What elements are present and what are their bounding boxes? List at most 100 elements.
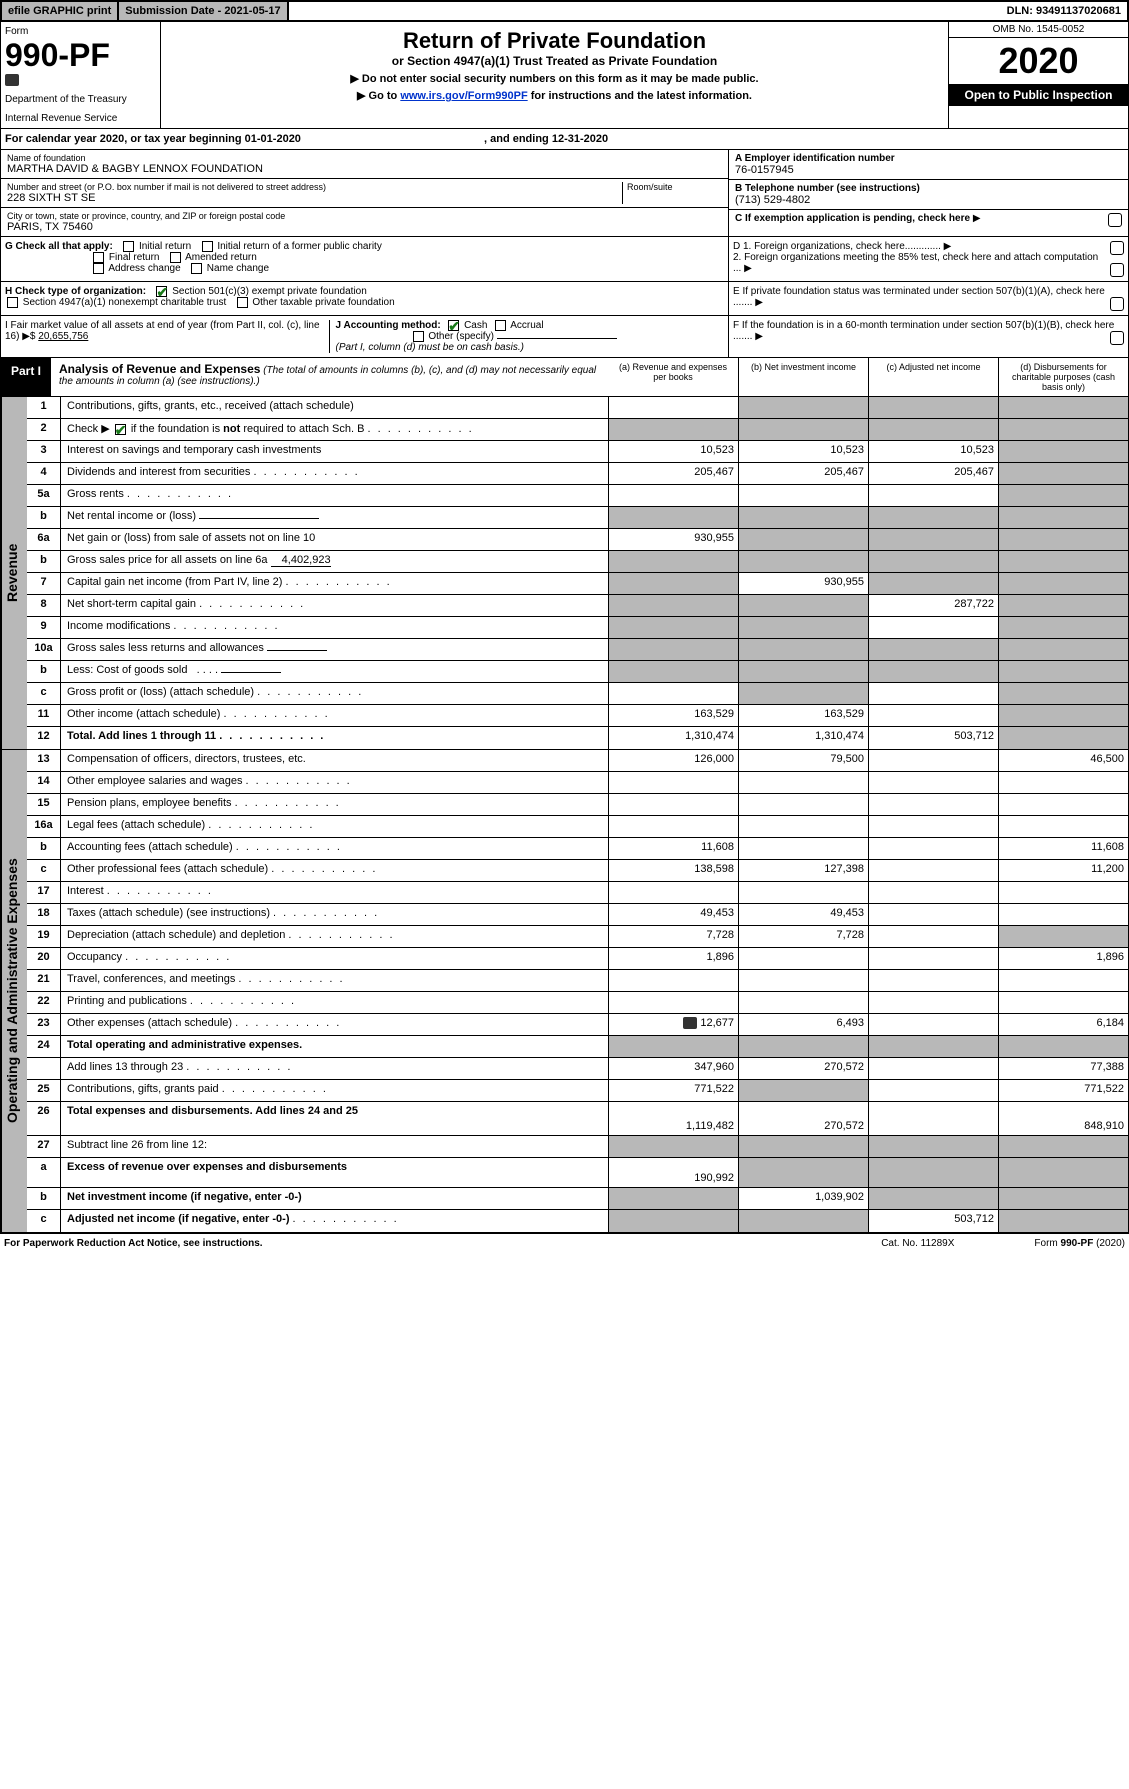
cb-cash[interactable] [448, 320, 459, 331]
cb-final-return[interactable] [93, 252, 104, 263]
r6a: Net gain or (loss) from sale of assets n… [61, 529, 608, 550]
r8: Net short-term capital gain [61, 595, 608, 616]
revenue-label: Revenue [1, 397, 27, 749]
instr-link: ▶ Go to www.irs.gov/Form990PF for instru… [167, 89, 942, 102]
col-c-hdr: (c) Adjusted net income [868, 358, 998, 396]
j-note: (Part I, column (d) must be on cash basi… [336, 342, 524, 353]
cat-no: Cat. No. 11289X [881, 1238, 954, 1249]
city-state-zip: PARIS, TX 75460 [7, 221, 722, 233]
part1-header: Part I Analysis of Revenue and Expenses … [0, 358, 1129, 397]
r27c: Adjusted net income (if negative, enter … [61, 1210, 608, 1232]
r2: Check ▶ if the foundation is not require… [61, 419, 608, 440]
r10c: Gross profit or (loss) (attach schedule) [61, 683, 608, 704]
r12: Total. Add lines 1 through 11 [61, 727, 608, 749]
r15: Pension plans, employee benefits [61, 794, 608, 815]
r27a: Excess of revenue over expenses and disb… [61, 1158, 608, 1187]
r21: Travel, conferences, and meetings [61, 970, 608, 991]
e-checkbox[interactable] [1110, 297, 1124, 311]
r24: Total operating and administrative expen… [61, 1036, 608, 1057]
page-footer: For Paperwork Reduction Act Notice, see … [0, 1233, 1129, 1253]
irs-link[interactable]: www.irs.gov/Form990PF [400, 90, 527, 102]
submission-date: Submission Date - 2021-05-17 [119, 2, 288, 20]
cb-schb[interactable] [115, 424, 126, 435]
r11: Other income (attach schedule) [61, 705, 608, 726]
city-label: City or town, state or province, country… [7, 211, 722, 221]
omb-number: OMB No. 1545-0052 [949, 22, 1128, 38]
r22: Printing and publications [61, 992, 608, 1013]
room-label: Room/suite [627, 182, 722, 192]
form-subtitle: or Section 4947(a)(1) Trust Treated as P… [167, 54, 942, 68]
r19: Depreciation (attach schedule) and deple… [61, 926, 608, 947]
col-b-hdr: (b) Net investment income [738, 358, 868, 396]
check-row-ij: I Fair market value of all assets at end… [0, 316, 1129, 358]
r3: Interest on savings and temporary cash i… [61, 441, 608, 462]
r18: Taxes (attach schedule) (see instruction… [61, 904, 608, 925]
c-label: C If exemption application is pending, c… [735, 213, 970, 224]
r27b: Net investment income (if negative, ente… [61, 1188, 608, 1209]
tax-year: 2020 [949, 38, 1128, 84]
form-label: Form [5, 26, 156, 37]
cb-initial-former[interactable] [202, 241, 213, 252]
g-label: G Check all that apply: [5, 241, 113, 252]
j-label: J Accounting method: [336, 320, 441, 331]
e-label: E If private foundation status was termi… [733, 286, 1105, 308]
col-a-hdr: (a) Revenue and expenses per books [608, 358, 738, 396]
r13: Compensation of officers, directors, tru… [61, 750, 608, 771]
irs-label: Internal Revenue Service [5, 113, 156, 124]
r20: Occupancy [61, 948, 608, 969]
r26: Total expenses and disbursements. Add li… [61, 1102, 608, 1135]
part1-tab: Part I [1, 358, 51, 396]
r5a: Gross rents [61, 485, 608, 506]
check-row-h: H Check type of organization: Section 50… [0, 282, 1129, 316]
r27: Subtract line 26 from line 12: [61, 1136, 608, 1157]
r25: Contributions, gifts, grants paid [61, 1080, 608, 1101]
r16b: Accounting fees (attach schedule) [61, 838, 608, 859]
form-footer: Form 990-PF (2020) [1034, 1238, 1125, 1249]
i-value: 20,655,756 [38, 331, 88, 342]
d2-checkbox[interactable] [1110, 263, 1124, 277]
cb-accrual[interactable] [495, 320, 506, 331]
cb-501c3[interactable] [156, 286, 167, 297]
foundation-name: MARTHA DAVID & BAGBY LENNOX FOUNDATION [7, 163, 722, 175]
expenses-label: Operating and Administrative Expenses [1, 750, 27, 1232]
phone-label: B Telephone number (see instructions) [735, 183, 1122, 194]
cb-other-taxable[interactable] [237, 297, 248, 308]
col-d-hdr: (d) Disbursements for charitable purpose… [998, 358, 1128, 396]
cb-initial-return[interactable] [123, 241, 134, 252]
form-header: Form 990-PF Department of the Treasury I… [0, 22, 1129, 129]
check-row-g: G Check all that apply: Initial return I… [0, 237, 1129, 282]
efile-btn[interactable]: efile GRAPHIC print [2, 2, 119, 20]
paperwork-notice: For Paperwork Reduction Act Notice, see … [4, 1238, 881, 1249]
d1-label: D 1. Foreign organizations, check here..… [733, 241, 941, 252]
r10b: Less: Cost of goods sold . . . . [61, 661, 608, 682]
dept-treasury: Department of the Treasury [5, 94, 156, 105]
top-bar: efile GRAPHIC print Submission Date - 20… [0, 0, 1129, 22]
cb-amended[interactable] [170, 252, 181, 263]
dln: DLN: 93491137020681 [1001, 2, 1127, 20]
expenses-table: Operating and Administrative Expenses 13… [0, 750, 1129, 1233]
d2-label: 2. Foreign organizations meeting the 85%… [733, 252, 1098, 274]
cb-name-change[interactable] [191, 263, 202, 274]
d1-checkbox[interactable] [1110, 241, 1124, 255]
r6b: Gross sales price for all assets on line… [61, 551, 608, 572]
r17: Interest [61, 882, 608, 903]
r16a: Legal fees (attach schedule) [61, 816, 608, 837]
f-checkbox[interactable] [1110, 331, 1124, 345]
r10a: Gross sales less returns and allowances [61, 639, 608, 660]
attachment-icon[interactable] [683, 1017, 697, 1029]
c-checkbox[interactable] [1108, 213, 1122, 227]
irs-logo-icon [5, 74, 19, 86]
r14: Other employee salaries and wages [61, 772, 608, 793]
cb-addr-change[interactable] [93, 263, 104, 274]
street-address: 228 SIXTH ST SE [7, 192, 622, 204]
phone-value: (713) 529-4802 [735, 194, 1122, 206]
instr-ssn: ▶ Do not enter social security numbers o… [167, 72, 942, 85]
r24b: Add lines 13 through 23 [61, 1058, 608, 1079]
ein-value: 76-0157945 [735, 164, 1122, 176]
cb-other-method[interactable] [413, 331, 424, 342]
r5b: Net rental income or (loss) [61, 507, 608, 528]
cb-4947[interactable] [7, 297, 18, 308]
ein-label: A Employer identification number [735, 153, 1122, 164]
h-label: H Check type of organization: [5, 286, 146, 297]
r23: Other expenses (attach schedule) [61, 1014, 608, 1035]
